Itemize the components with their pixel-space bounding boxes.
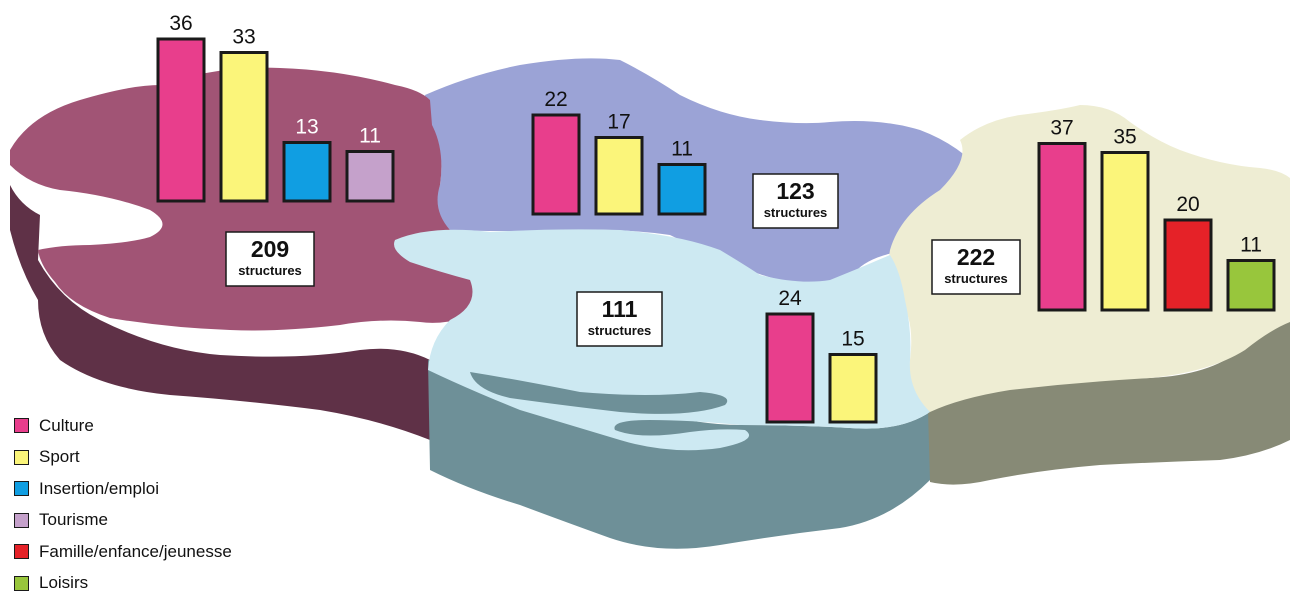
legend-item-insertion: Insertion/emploi [14, 473, 232, 505]
bar-value-label: 11 [671, 138, 693, 161]
count-box [931, 239, 1021, 295]
region-west-side [10, 150, 430, 440]
legend-swatch [14, 481, 29, 497]
bar-east-culture [1037, 142, 1087, 312]
bar-value-label: 13 [295, 116, 318, 139]
bar-west-insertion [282, 141, 332, 203]
bar-value-label: 15 [841, 328, 864, 351]
bar-value-label: 33 [232, 26, 255, 49]
bar-north-sport [594, 136, 644, 216]
count-number: 222 [957, 244, 995, 270]
bar-east-famille [1163, 218, 1213, 312]
bar-east-loisirs [1226, 259, 1276, 312]
count-number: 123 [776, 178, 814, 204]
legend-label: Culture [39, 415, 94, 435]
bar-value-label: 35 [1113, 126, 1136, 149]
count-label: structures [238, 263, 302, 278]
legend-swatch [14, 449, 29, 465]
bar-value-label: 11 [359, 125, 381, 148]
bar-value-label: 22 [544, 88, 567, 111]
bar-east-sport [1100, 151, 1150, 312]
legend-item-loisirs: Loisirs [14, 568, 232, 600]
bar-west-culture [156, 37, 206, 203]
count-label: structures [764, 205, 828, 220]
legend-item-culture: Culture [14, 410, 232, 442]
count-number: 111 [602, 296, 638, 322]
legend-swatch [14, 418, 29, 434]
region-east-side [928, 320, 1290, 485]
count-number: 209 [251, 236, 289, 262]
legend-swatch [14, 544, 29, 560]
legend-swatch [14, 575, 29, 591]
legend-label: Tourisme [39, 510, 108, 530]
bar-center-sport [828, 353, 878, 424]
count-box [752, 173, 839, 229]
legend-label: Famille/enfance/jeunesse [39, 541, 232, 561]
counts-layer: 209structures123structures111structures2… [225, 173, 1021, 347]
legend-label: Sport [39, 447, 80, 467]
bar-value-label: 11 [1240, 234, 1262, 257]
legend-swatch [14, 512, 29, 528]
count-label: structures [588, 323, 652, 338]
bar-west-sport [219, 51, 269, 203]
bar-value-label: 20 [1176, 193, 1199, 216]
count-box [576, 291, 663, 347]
legend-item-tourisme: Tourisme [14, 505, 232, 537]
count-label: structures [944, 271, 1008, 286]
legend-label: Insertion/emploi [39, 478, 160, 498]
legend-label: Loisirs [39, 573, 89, 593]
legend: Culture Sport Insertion/emploi Tourisme Fami… [14, 410, 232, 599]
bar-west-tourisme [345, 150, 395, 203]
bar-value-label: 36 [169, 12, 192, 35]
region-east-top [888, 105, 1290, 412]
bar-north-culture [531, 113, 581, 216]
bar-center-culture [765, 312, 815, 424]
count-box [225, 231, 315, 287]
legend-item-famille: Famille/enfance/jeunesse [14, 536, 232, 568]
bar-value-label: 37 [1050, 117, 1073, 140]
center-inner-shade [470, 372, 728, 414]
bar-value-label: 17 [607, 111, 630, 134]
bar-value-label: 24 [778, 287, 802, 310]
bar-north-insertion [657, 163, 707, 216]
legend-item-sport: Sport [14, 442, 232, 474]
bars-layer: 36 33 13 11 22 17 11 24 15 37 35 20 11 [156, 12, 1276, 424]
